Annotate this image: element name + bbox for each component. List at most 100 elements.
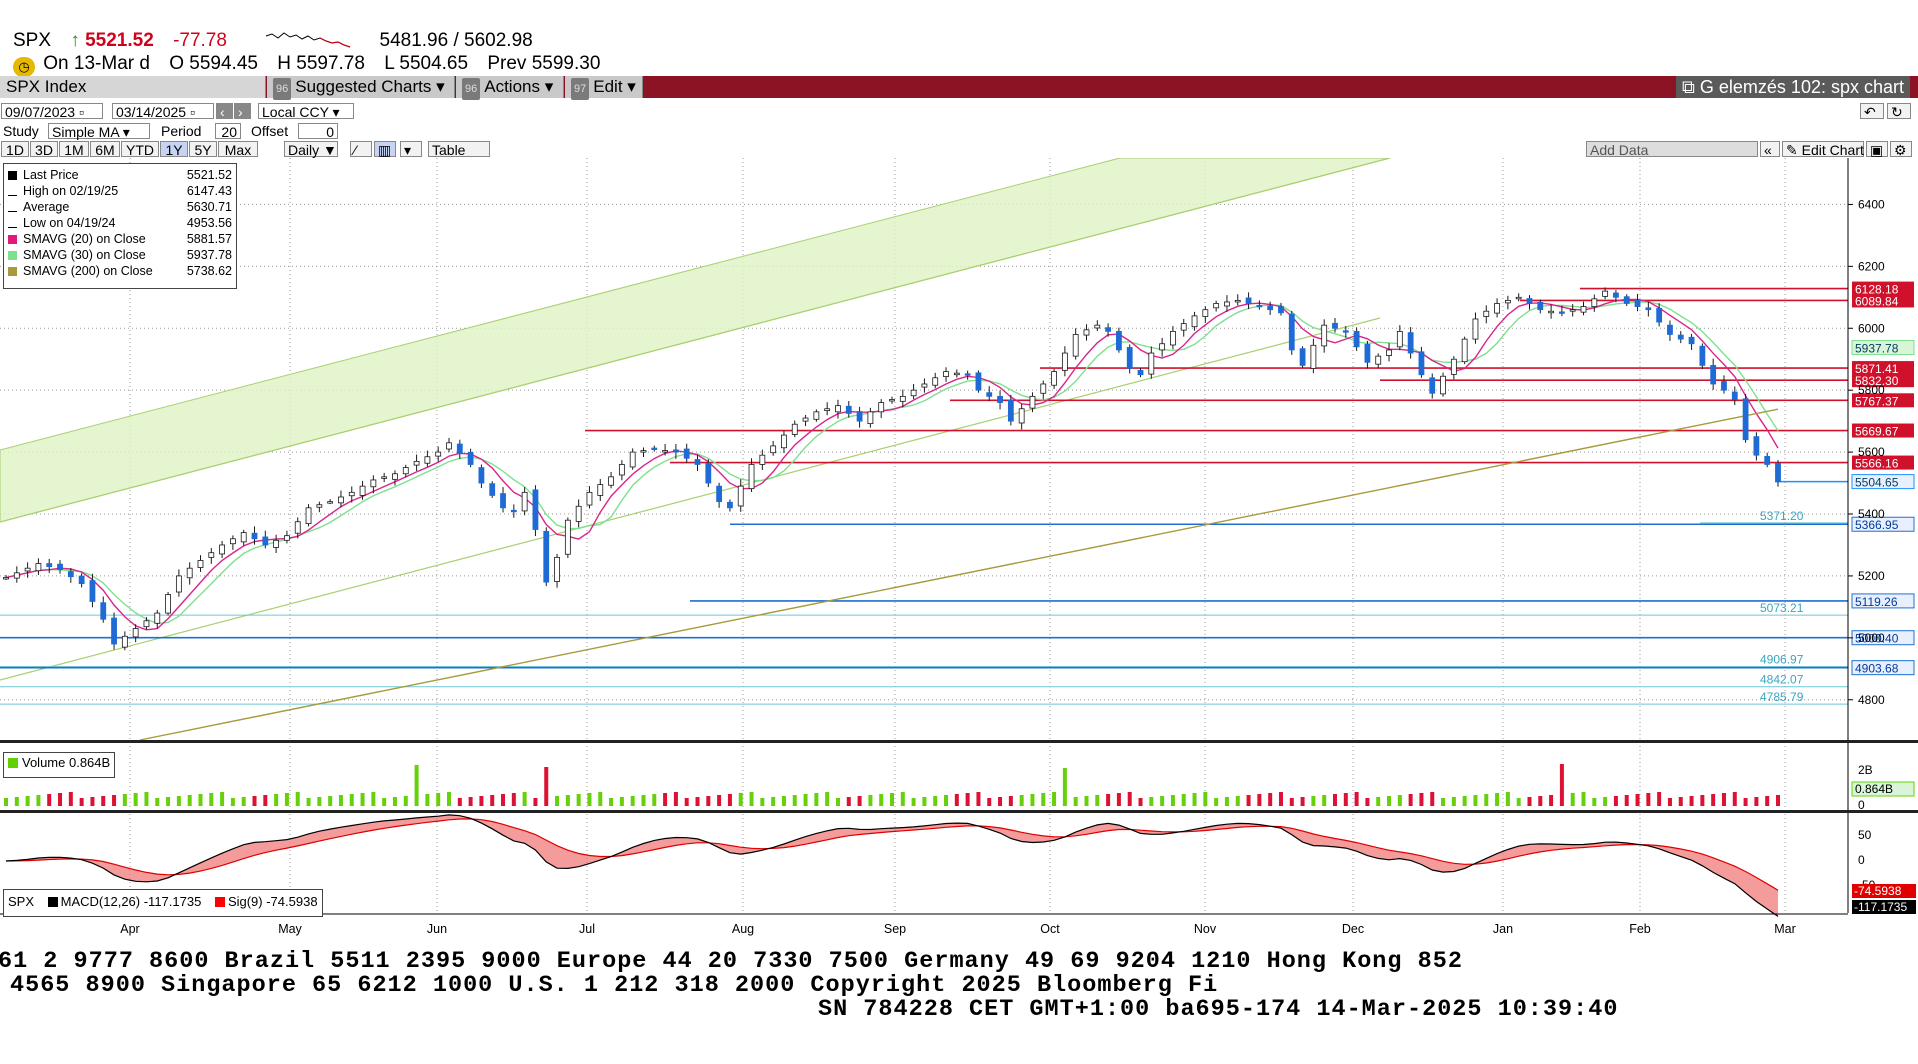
volume-bar <box>533 798 538 806</box>
candle-body <box>294 521 301 534</box>
chart-legend[interactable]: Last Price 5521.52 High on 02/19/25 6147.43… <box>3 163 237 289</box>
security-field[interactable]: SPX Index <box>0 76 266 98</box>
candle-body <box>1386 349 1392 356</box>
end-date-input[interactable]: 03/14/2025 ▫ <box>112 103 214 120</box>
suggested-charts-menu[interactable]: 96 Suggested Charts ▾ <box>267 76 455 100</box>
up-arrow-icon: ↑ <box>70 30 80 51</box>
chart-settings-button[interactable]: ▣ <box>1866 141 1888 158</box>
legend-row[interactable]: Average 5630.71 <box>8 200 232 215</box>
period-input[interactable]: 20 <box>215 123 241 140</box>
volume-bar <box>144 792 149 806</box>
candle-body <box>197 560 204 568</box>
volume-bar <box>230 798 235 806</box>
volume-legend[interactable]: Volume 0.864B <box>3 752 116 778</box>
volume-bar <box>1559 764 1564 806</box>
actions-menu[interactable]: 96 Actions ▾ <box>456 76 564 100</box>
line-style-button[interactable]: ⁄ <box>350 141 372 158</box>
volume-bar <box>47 794 52 806</box>
chart-title: G elemzés 102: spx chart <box>1699 77 1904 97</box>
volume-bar <box>1527 797 1532 806</box>
macd-legend[interactable]: SPX MACD(12,26) -117.1735 Sig(9) -74.593… <box>3 889 323 917</box>
candle-body <box>629 451 636 468</box>
volume-bar <box>36 795 41 806</box>
candle-style-button[interactable]: ▥ <box>374 141 396 158</box>
candle-body <box>1429 377 1436 394</box>
volume-bar <box>814 793 819 806</box>
resistance-tag-label: 5767.37 <box>1855 394 1899 408</box>
volume-bar <box>1354 792 1359 806</box>
x-month-label: Aug <box>732 922 754 936</box>
style-dropdown[interactable]: ▾ <box>400 141 422 158</box>
candle-body <box>1018 408 1025 424</box>
volume-bar <box>241 797 246 806</box>
range-ytd[interactable]: YTD <box>121 141 159 158</box>
period-label: Period <box>161 123 202 139</box>
x-month-label: Apr <box>120 922 139 936</box>
candle-body <box>943 371 949 377</box>
legend-row[interactable]: SMAVG (30) on Close 5937.78 <box>8 248 232 263</box>
gear-icon[interactable]: ⚙ <box>1890 141 1912 158</box>
edit-menu[interactable]: 97 Edit ▾ <box>565 76 643 100</box>
legend-row[interactable]: SMAVG (200) on Close 5738.62 <box>8 264 232 279</box>
refresh-button[interactable]: ↻ <box>1887 103 1911 120</box>
candle-body <box>1288 313 1295 351</box>
offset-input[interactable]: 0 <box>298 123 338 140</box>
add-data-input[interactable]: Add Data <box>1586 141 1758 158</box>
volume-bar <box>4 798 8 806</box>
legend-row[interactable]: SMAVG (20) on Close 5881.57 <box>8 232 232 247</box>
collapse-button[interactable]: « <box>1760 141 1780 158</box>
candle-body <box>1753 436 1760 456</box>
volume-bar <box>998 797 1003 806</box>
legend-value: 5738.62 <box>186 264 232 278</box>
volume-bar <box>890 793 894 806</box>
legend-row[interactable]: Low on 04/19/24 4953.56 <box>8 216 232 231</box>
next-period-button[interactable]: › <box>234 103 251 120</box>
candle-body <box>1418 351 1425 376</box>
volume-bar <box>317 797 322 806</box>
frequency-select[interactable]: Daily ▼ <box>284 141 338 158</box>
range-max[interactable]: Max <box>218 141 258 158</box>
range-5y[interactable]: 5Y <box>189 141 217 158</box>
candle-body <box>240 532 247 543</box>
start-date-input[interactable]: 09/07/2023 ▫ <box>1 103 103 120</box>
volume-bar <box>1419 793 1424 806</box>
candle-body <box>532 489 539 530</box>
table-button[interactable]: Table <box>428 141 490 158</box>
volume-bar <box>101 796 106 806</box>
legend-row[interactable]: Last Price 5521.52 <box>8 168 232 183</box>
prev-period-button[interactable]: ‹ <box>216 103 233 120</box>
candle-body <box>1461 338 1468 363</box>
range-3d[interactable]: 3D <box>30 141 58 158</box>
candle-body <box>57 563 63 571</box>
volume-bar <box>1192 793 1197 806</box>
sma-200-line <box>139 408 1779 741</box>
range-1m[interactable]: 1M <box>59 141 89 158</box>
volume-bar <box>198 794 203 806</box>
low-label: L <box>384 53 395 74</box>
range-1d[interactable]: 1D <box>1 141 29 158</box>
volume-bar <box>587 793 592 806</box>
candle-body <box>683 448 690 459</box>
range-6m[interactable]: 6M <box>90 141 120 158</box>
launch-icon: ⧉ <box>1682 77 1695 97</box>
legend-swatch <box>8 190 17 196</box>
volume-bar <box>1333 794 1337 806</box>
volume-bar <box>1646 793 1651 806</box>
candle-body <box>1623 296 1630 304</box>
undo-button[interactable]: ↶ <box>1860 103 1884 120</box>
candle-body <box>1126 347 1133 369</box>
range-1y[interactable]: 1Y <box>160 141 188 158</box>
volume-bar <box>425 794 430 806</box>
last-price: 5521.52 <box>85 30 154 51</box>
chart-title-bar[interactable]: ⧉ G elemzés 102: spx chart <box>1676 76 1910 98</box>
legend-label: Average <box>23 200 70 214</box>
legend-swatch <box>8 222 17 228</box>
edit-chart-button[interactable]: ✎ Edit Chart <box>1782 141 1864 158</box>
volume-bar <box>695 797 700 806</box>
resistance-tag <box>1852 455 1914 470</box>
currency-select[interactable]: Local CCY ▾ <box>258 103 354 120</box>
legend-row[interactable]: High on 02/19/25 6147.43 <box>8 184 232 199</box>
study-select[interactable]: Simple MA ▾ <box>48 123 150 140</box>
candle-body <box>727 501 733 509</box>
